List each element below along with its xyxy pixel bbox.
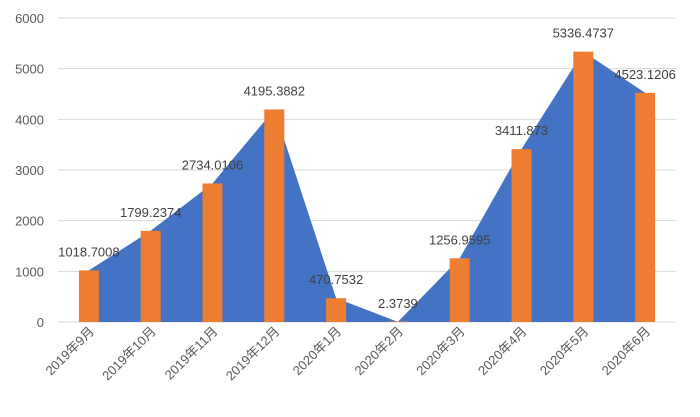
x-category-label: 2019年10月	[99, 324, 159, 384]
bar	[387, 321, 408, 322]
x-category-label: 2020年4月	[475, 324, 530, 379]
data-label: 1256.9595	[429, 232, 490, 247]
data-label: 1018.7008	[58, 244, 119, 259]
data-label: 2.3739	[378, 296, 418, 311]
bar	[264, 109, 285, 323]
data-label: 2734.0106	[182, 157, 243, 172]
data-labels: 1018.7008 1799.2374 2734.0106 4195.3882 470.…	[58, 26, 676, 311]
x-category-label: 2019年11月	[162, 324, 221, 383]
bar	[140, 230, 161, 322]
bar	[78, 270, 99, 322]
y-tick-label: 2000	[15, 214, 44, 229]
x-axis-categories: 2019年9月 2019年10月 2019年11月 2019年12月 2020年1月 20…	[42, 324, 653, 384]
data-label: 4195.3882	[244, 83, 305, 98]
bar	[635, 92, 656, 323]
x-category-label: 2020年3月	[413, 324, 468, 379]
x-category-label: 2019年12月	[223, 324, 283, 384]
x-category-label: 2020年1月	[290, 324, 345, 379]
data-label: 3411.873	[495, 123, 548, 138]
area-series	[88, 51, 646, 322]
bar	[326, 298, 347, 322]
bar	[202, 183, 223, 322]
data-label: 470.7532	[309, 272, 363, 287]
y-tick-label: 6000	[15, 11, 44, 26]
y-tick-label: 5000	[15, 62, 44, 77]
data-label: 4523.1206	[614, 67, 675, 82]
y-tick-label: 4000	[15, 112, 44, 127]
x-category-label: 2019年9月	[42, 324, 97, 379]
bar	[449, 258, 470, 322]
y-tick-label: 3000	[15, 163, 44, 178]
area-fill	[88, 51, 646, 322]
data-label: 5336.4737	[553, 26, 614, 41]
y-tick-label: 0	[37, 315, 44, 330]
y-tick-label: 1000	[15, 264, 44, 279]
bar	[511, 149, 532, 322]
bar-series	[78, 51, 656, 323]
x-category-label: 2020年2月	[351, 324, 406, 379]
bar	[573, 51, 594, 323]
y-axis-ticks: 0 1000 2000 3000 4000 5000 6000	[15, 11, 44, 330]
x-category-label: 2020年6月	[599, 324, 654, 379]
data-label: 1799.2374	[120, 205, 181, 220]
x-category-label: 2020年5月	[537, 324, 592, 379]
